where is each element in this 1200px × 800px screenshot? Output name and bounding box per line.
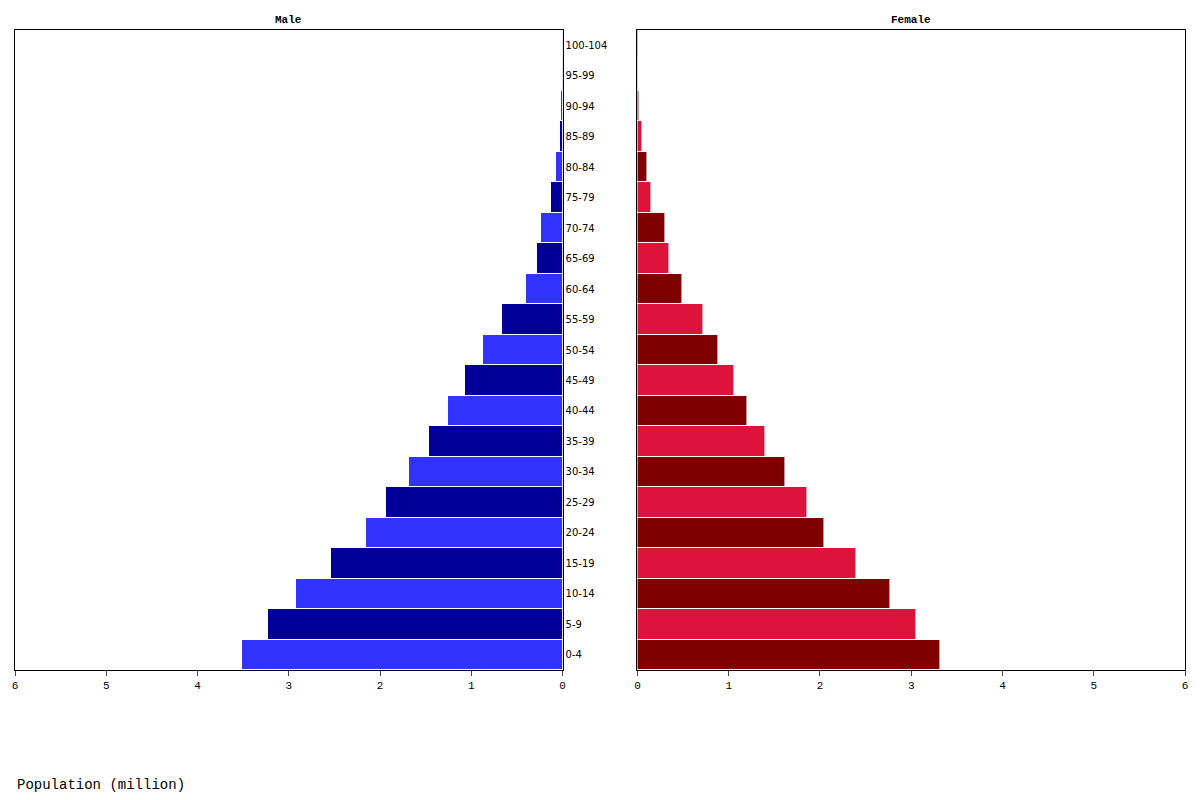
svg-text:10-14: 10-14 [566,588,595,599]
svg-text:20-24: 20-24 [566,527,595,538]
svg-text:Male: Male [275,14,302,26]
svg-text:0-4: 0-4 [566,649,582,660]
svg-text:1: 1 [725,680,732,692]
svg-text:75-79: 75-79 [566,192,595,203]
svg-text:60-64: 60-64 [566,284,595,295]
svg-text:50-54: 50-54 [566,345,595,356]
svg-text:30-34: 30-34 [566,466,595,477]
svg-text:2: 2 [377,680,384,692]
svg-text:2: 2 [817,680,824,692]
svg-text:45-49: 45-49 [566,375,595,386]
svg-text:90-94: 90-94 [566,101,595,112]
svg-text:40-44: 40-44 [566,405,595,416]
svg-text:15-19: 15-19 [566,558,595,569]
svg-text:Female: Female [891,14,931,26]
svg-text:35-39: 35-39 [566,436,595,447]
svg-text:4: 4 [999,680,1006,692]
svg-text:25-29: 25-29 [566,497,595,508]
svg-text:4: 4 [194,680,201,692]
svg-text:95-99: 95-99 [566,70,595,81]
svg-text:100-104: 100-104 [566,40,608,51]
svg-text:3: 3 [285,680,292,692]
svg-text:55-59: 55-59 [566,314,595,325]
svg-text:65-69: 65-69 [566,253,595,264]
svg-text:6: 6 [12,680,19,692]
svg-text:6: 6 [1182,680,1189,692]
svg-text:85-89: 85-89 [566,131,595,142]
svg-text:0: 0 [634,680,641,692]
svg-text:5-9: 5-9 [566,619,582,630]
svg-text:5: 5 [1090,680,1097,692]
svg-text:80-84: 80-84 [566,162,595,173]
svg-text:1: 1 [468,680,475,692]
svg-text:Population (million): Population (million) [17,777,185,793]
svg-text:5: 5 [103,680,110,692]
svg-text:0: 0 [559,680,566,692]
svg-text:3: 3 [908,680,915,692]
svg-text:70-74: 70-74 [566,223,595,234]
